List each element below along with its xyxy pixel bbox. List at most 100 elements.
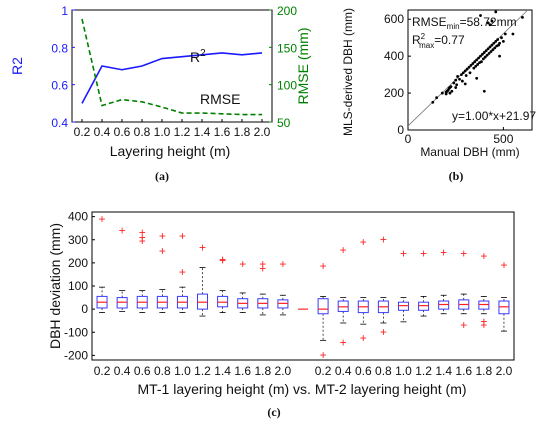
rmse-line (81, 18, 262, 116)
data-point (448, 86, 452, 89)
x-tick-label: 1.8 (476, 364, 493, 378)
panel-c-plot-area (91, 211, 515, 361)
data-point (450, 89, 454, 93)
y-tick-label: 400 (68, 210, 88, 224)
r2-annotation: R2 (190, 48, 206, 65)
y-right-tick-label: 50 (277, 116, 291, 130)
panel-a-x-label: Layering height (m) (110, 143, 231, 159)
x-tick-label: 0.4 (335, 364, 352, 378)
outlier-marker: + (219, 253, 226, 267)
data-point (463, 69, 467, 73)
panel-a-series (81, 18, 263, 116)
outlier-marker: + (460, 246, 467, 260)
panel-c-y-label: DBH deviation (mm) (47, 223, 63, 349)
data-point (482, 89, 486, 93)
data-point (480, 60, 483, 64)
outlier-marker: + (279, 257, 286, 271)
data-point (471, 62, 475, 65)
x-tick-label: 0.8 (375, 364, 392, 378)
data-point (496, 38, 500, 41)
outlier-marker: + (440, 245, 447, 259)
data-point (486, 47, 490, 51)
x-tick-label: 0.2 (94, 364, 111, 378)
x-tick-label: 0.6 (114, 125, 131, 139)
data-point (468, 71, 472, 75)
panel-b-caption: (b) (449, 169, 464, 183)
x-tick-label: 0 (405, 132, 412, 146)
x-tick-label: 0.4 (114, 364, 131, 378)
data-point (448, 91, 452, 95)
x-tick-label: 1.6 (214, 125, 231, 139)
data-point (458, 77, 461, 81)
outlier-marker: + (119, 223, 126, 237)
y-right-tick-label: 200 (277, 4, 297, 18)
x-tick-label: 0.6 (355, 364, 372, 378)
y-tick-label: 600 (384, 12, 404, 26)
outlier-marker: + (480, 249, 487, 263)
panel-b-x-label: Manual DBH (mm) (420, 145, 519, 159)
outlier-marker: + (239, 257, 246, 271)
x-tick-label: 500 (493, 132, 513, 146)
data-point (469, 63, 473, 67)
data-point (431, 100, 435, 104)
panel-b-y-label: MLS-derived DBH (mm) (341, 8, 355, 136)
outlier-marker: + (199, 241, 206, 255)
data-point (476, 63, 480, 66)
outlier-marker: + (320, 259, 327, 273)
panel-a-y-right-label: RMSE (mm) (295, 28, 311, 105)
outlier-marker: + (380, 233, 387, 247)
data-point (472, 66, 476, 70)
y-right-tick-label: 150 (277, 41, 297, 55)
x-tick-label: 1.6 (455, 364, 472, 378)
data-point (485, 53, 489, 57)
x-tick-label: 0.6 (134, 364, 151, 378)
data-point (486, 21, 490, 25)
panel-b-ticks: 0 500 0 200 400 600 (384, 12, 514, 146)
outlier-marker: + (360, 331, 367, 345)
panel-c-x-label: MT-1 layering height (m) vs. MT-2 layeri… (137, 381, 466, 397)
data-point (435, 96, 439, 100)
x-tick-label: 1.8 (234, 125, 251, 139)
y-tick-label: 200 (68, 256, 88, 270)
data-point (488, 45, 492, 49)
data-point (444, 92, 448, 96)
panel-a-plot-area (71, 9, 273, 123)
y-tick-label: -100 (64, 325, 88, 339)
y-right-tick-label: 100 (277, 79, 297, 93)
outlier-marker: + (400, 246, 407, 260)
outlier-marker: + (360, 235, 367, 249)
outlier-marker: + (259, 262, 266, 276)
x-tick-label: 1.4 (435, 364, 452, 378)
outlier-marker: + (340, 243, 347, 257)
data-point (460, 73, 463, 77)
y-left-tick-label: 0.4 (51, 116, 68, 130)
x-tick-label: 1.8 (254, 364, 271, 378)
outlier-marker: + (420, 246, 427, 260)
x-tick-label: 1.4 (214, 364, 231, 378)
x-tick-label: 1.6 (234, 364, 251, 378)
data-point (484, 49, 488, 53)
panel-c-boxes: ++ +++ +++++++ + ++ + +++++++++ + + ++++++ (96, 212, 510, 362)
data-point (501, 39, 505, 43)
data-point (477, 56, 480, 60)
data-point (487, 51, 491, 55)
data-point (460, 79, 464, 83)
rmse-min-annotation: RMSEmin=58.72mm (412, 15, 517, 31)
panel-a-caption: (a) (155, 169, 169, 183)
data-point (461, 71, 465, 75)
data-point (490, 43, 494, 47)
data-point (493, 46, 497, 50)
data-point (498, 54, 501, 58)
data-point (452, 81, 456, 85)
panel-a: 0.2 0.4 0.6 0.8 1.0 1.2 1.4 1.6 1.8 2.00.40.60.81… (9, 4, 311, 183)
outlier-marker: + (340, 336, 347, 350)
outlier-marker: + (139, 234, 146, 248)
x-tick-label: 0.2 (74, 125, 91, 139)
data-point (475, 58, 479, 62)
data-point (503, 32, 507, 36)
fit-equation: y=1.00*x+21.97 (452, 109, 536, 123)
rmse-annotation: RMSE (200, 91, 240, 107)
y-left-tick-label: 1 (61, 4, 68, 18)
